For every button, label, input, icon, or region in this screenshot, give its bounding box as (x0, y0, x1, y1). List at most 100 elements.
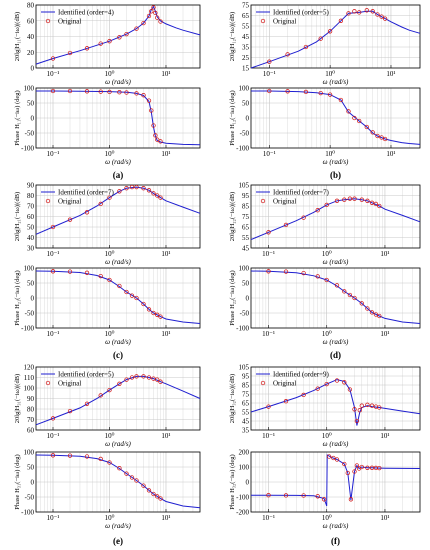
panel-5-phase-axes: -200 -100 0 100 200 10⁻¹ 10⁰ 10¹ ω (rad/s) Phase … (229, 449, 421, 530)
data-point-original (354, 418, 360, 424)
legend: Identified (order=5)Original (41, 371, 115, 388)
y-axis-label: Phase H₂₂(−iω) (deg) (229, 270, 236, 325)
data-point-original (129, 293, 135, 298)
y-tick-label: 0 (31, 479, 35, 487)
x-tick-label: 10¹ (380, 514, 389, 522)
data-point-original (155, 377, 160, 382)
x-axis-label: ω (rad/s) (105, 258, 131, 266)
data-point-original (129, 184, 135, 190)
data-point-original (347, 196, 353, 201)
x-tick-label: 10¹ (161, 150, 170, 158)
data-point-original (324, 381, 329, 387)
x-tick-label: 10¹ (386, 70, 395, 78)
y-tick-label: 95 (242, 192, 250, 200)
y-tick-label: 80 (27, 406, 35, 414)
data-point-original (267, 88, 272, 94)
x-tick-label: 10⁰ (105, 432, 115, 440)
y-tick-label: 55 (242, 23, 250, 31)
x-tick-label: 10⁰ (105, 514, 115, 522)
data-point-original (141, 483, 146, 488)
x-tick-label: 10⁻¹ (262, 250, 275, 258)
data-point-original (67, 269, 73, 274)
plot-background (251, 367, 420, 430)
data-point-original (155, 15, 160, 20)
legend-marker-swatch (260, 380, 266, 386)
legend-label-identified: Identified (order=5) (273, 9, 330, 17)
data-point-original (301, 493, 306, 498)
plot-frame (250, 4, 421, 69)
data-point-original (153, 133, 158, 138)
x-tick-label: 10⁰ (322, 514, 332, 522)
x-tick-label: 10⁻¹ (47, 250, 60, 258)
y-tick-label: 30 (27, 245, 35, 253)
x-tick-label: 10⁰ (325, 70, 335, 78)
legend-label-original: Original (273, 198, 296, 206)
legend: Identified (order=4)Original (41, 9, 115, 26)
plot-frame (250, 366, 421, 431)
data-point-original (315, 494, 320, 499)
y-tick-label: 0 (31, 65, 35, 73)
y-tick-label: 60 (27, 17, 35, 25)
data-point-original (84, 401, 90, 406)
panel-4-magnitude-axes: 60 70 80 90 100 110 120 10⁻¹ 10⁰ 10¹ ω (rad/s) 20lg… (14, 364, 201, 448)
y-axis-label: 20lg|H₃₂(−iω)|(dB) (229, 374, 236, 423)
y-tick-label: -100 (236, 145, 249, 153)
plot-frame (35, 184, 201, 249)
data-point-original (267, 59, 272, 64)
plot-frame (250, 267, 421, 329)
y-tick-label: 90 (27, 182, 35, 190)
data-point-original (352, 115, 357, 121)
panel-1-phase-axes: -100 -50 0 50 100 10⁻¹ 10⁰ 10¹ ω (rad/s) Phase H₁… (229, 85, 421, 166)
data-point-original (117, 35, 122, 40)
data-point-original (67, 50, 73, 56)
y-tick-label: 95 (242, 373, 250, 381)
legend-label-identified: Identified (order=7) (273, 189, 330, 197)
y-axis-label: 20lg|H₁₁(−iω)|(dB) (14, 12, 21, 61)
data-point-original (141, 374, 146, 379)
legend-label-original: Original (58, 380, 81, 388)
data-point-original (50, 269, 56, 274)
data-point-original (155, 312, 160, 317)
data-point-original (67, 88, 73, 94)
data-point-original (155, 494, 160, 499)
panel-3-magnitude-axes: 45 55 65 75 85 95 105 10⁻¹ 10⁰ 10¹ ω (rad/s) 20lg|H… (229, 182, 421, 266)
panel-2-magnitude-axes: 30 40 50 60 70 80 90 10⁻¹ 10⁰ 10¹ ω (rad/s) 20lg|H₂… (14, 182, 201, 266)
y-tick-label: -50 (240, 130, 250, 138)
x-tick-label: 10⁻¹ (263, 150, 276, 158)
data-point-original (98, 41, 103, 46)
data-point-original (346, 11, 351, 16)
data-point-original (369, 403, 375, 408)
data-point-original (345, 470, 350, 476)
x-tick-label: 10⁰ (105, 330, 115, 338)
y-axis-label: Phase H₁₂(−iω) (deg) (229, 90, 236, 145)
series-line-identified (36, 90, 201, 146)
series-line-identified (35, 270, 201, 324)
x-tick-label: 10⁻¹ (262, 330, 275, 338)
y-tick-label: 85 (242, 203, 250, 211)
y-axis-label: 20lg|H₃₁(−iω)|(dB) (14, 374, 21, 423)
data-point-original (146, 488, 152, 493)
data-point-original (151, 123, 156, 128)
y-tick-label: -100 (236, 494, 249, 502)
panel-label: (b) (330, 170, 341, 180)
x-tick-label: 10⁻¹ (262, 432, 275, 440)
data-point-original (158, 379, 163, 384)
data-point-original (303, 89, 309, 95)
y-tick-label: 50 (27, 280, 35, 288)
legend: Identified (order=5)Original (256, 9, 330, 26)
data-point-original (134, 374, 139, 379)
data-point-original (352, 196, 357, 201)
x-tick-label: 10⁰ (105, 150, 115, 158)
x-tick-label: 10⁰ (105, 250, 115, 258)
data-point-original (158, 496, 163, 501)
data-point-original (331, 455, 336, 461)
y-tick-label: 0 (246, 479, 250, 487)
data-point-original (359, 301, 364, 306)
data-point-original (301, 270, 306, 276)
data-point-original (141, 186, 146, 191)
data-point-original (153, 10, 158, 16)
series-line-identified (251, 454, 421, 507)
y-tick-label: 65 (242, 400, 250, 408)
data-point-original (334, 378, 340, 383)
